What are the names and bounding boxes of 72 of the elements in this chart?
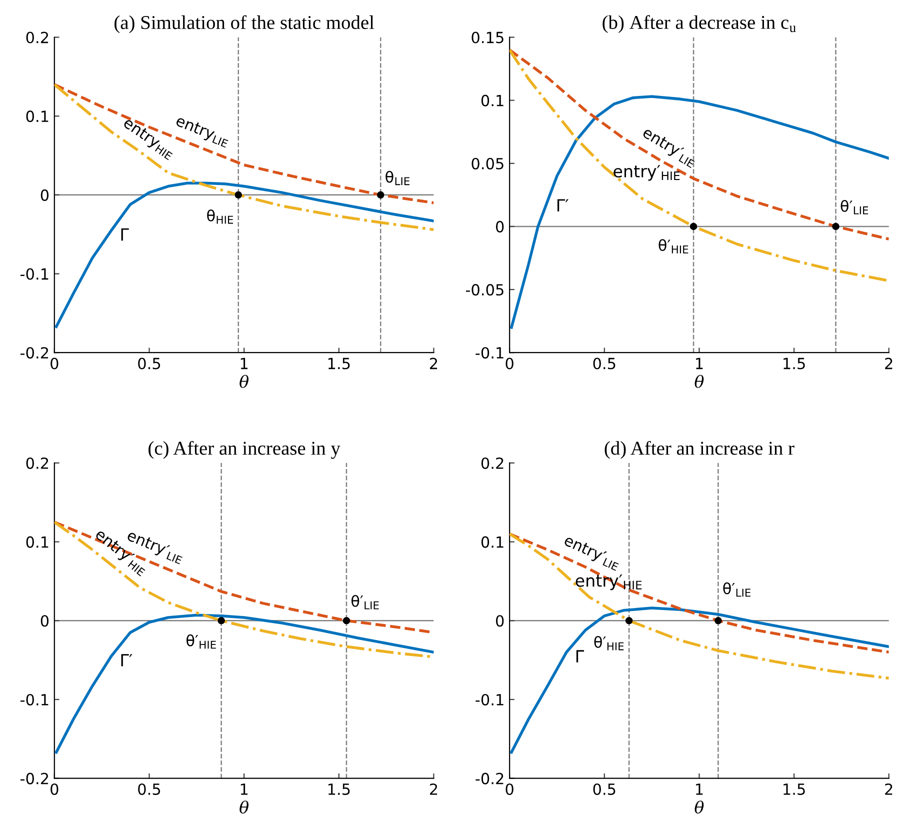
y-tick-label: 0.2 — [481, 457, 504, 469]
annotation: Γ — [576, 650, 584, 662]
annotation: entry′$_{LIE}$ — [562, 534, 622, 572]
y-tick-label: 0.1 — [26, 536, 48, 548]
y-tick-label: 0 — [40, 615, 49, 627]
line-series — [54, 83, 434, 204]
x-tick-label: 1.5 — [784, 358, 805, 370]
x-tick-label: 1.5 — [784, 784, 805, 796]
y-tick-label: 0.05 — [472, 158, 504, 170]
annotation: Γ′ — [121, 654, 132, 666]
x-tick-label: 2 — [885, 358, 892, 370]
x-tick-label: 0 — [50, 358, 58, 370]
line-series — [510, 48, 889, 240]
annotation: entry′$_{HIE}$ — [614, 165, 680, 181]
annotation: θ′$_{HIE}$ — [658, 239, 688, 254]
line-series — [510, 532, 889, 680]
annotation: Γ′ — [557, 199, 568, 212]
x-axis-title: θ — [240, 800, 248, 814]
x-tick-label: 2 — [430, 783, 438, 795]
y-tick-label: -0.1 — [20, 694, 48, 706]
line-series — [510, 606, 889, 754]
annotation: θ′$_{HIE}$ — [186, 634, 216, 649]
chart-title: (c) After an increase in y — [148, 440, 340, 459]
chart-title: (d) After an increase in r — [604, 440, 794, 459]
y-tick-label: 0.2 — [26, 457, 48, 469]
annotation: θ′$_{HIE}$ — [594, 636, 624, 650]
x-tick-label: 1 — [240, 784, 248, 795]
x-tick-label: 0.5 — [593, 783, 616, 796]
x-tick-label: 1 — [696, 784, 703, 795]
x-tick-label: 1 — [696, 358, 703, 370]
x-tick-label: 2 — [430, 358, 438, 370]
y-tick-label: 0.1 — [481, 94, 504, 106]
annotation: θ$_{LIE}$ — [386, 170, 410, 186]
y-tick-label: 0.1 — [481, 536, 504, 548]
x-tick-label: 0.5 — [593, 358, 616, 370]
chart-title: (b) After a decrease in c$_{u}$ — [602, 15, 796, 33]
x-tick-label: 1.5 — [328, 358, 350, 370]
y-tick-label: 0.1 — [26, 110, 48, 122]
annotation: entry$_{HIE}$ — [121, 116, 176, 161]
x-tick-label: 2 — [885, 783, 892, 795]
y-tick-label: 0.15 — [472, 32, 504, 44]
y-tick-label: -0.1 — [476, 347, 504, 359]
x-tick-label: 1 — [240, 358, 248, 370]
x-tick-label: 0 — [506, 358, 514, 370]
y-tick-label: -0.1 — [476, 694, 504, 706]
annotation: entry$_{LIE}$ — [174, 115, 230, 148]
annotation: θ$_{HIE}$ — [207, 209, 234, 224]
y-tick-label: 0 — [496, 615, 504, 627]
y-tick-label: -0.2 — [20, 772, 48, 784]
annotation: θ′$_{LIE}$ — [351, 594, 379, 610]
y-tick-label: 0 — [496, 220, 504, 232]
x-tick-label: 0 — [506, 783, 514, 796]
line-series — [510, 48, 889, 282]
y-tick-label: 0.2 — [26, 32, 48, 44]
x-tick-label: 0.5 — [138, 783, 160, 796]
x-tick-label: 0 — [50, 783, 58, 796]
y-tick-label: -0.1 — [20, 268, 48, 280]
y-tick-label: -0.05 — [466, 284, 504, 296]
x-axis-title: θ — [694, 374, 704, 388]
x-tick-label: 0.5 — [138, 358, 160, 370]
annotation: Γ — [121, 228, 129, 241]
line-series — [510, 95, 889, 329]
x-tick-label: 1.5 — [328, 784, 350, 796]
line-series — [54, 614, 434, 754]
y-tick-label: 0 — [40, 189, 49, 201]
y-tick-label: -0.2 — [20, 347, 48, 359]
x-axis-title: θ — [240, 374, 248, 388]
chart-title: (a) Simulation of the static model — [114, 15, 374, 34]
y-tick-label: -0.2 — [476, 772, 504, 784]
annotation: θ′$_{LIE}$ — [840, 200, 868, 214]
annotation: θ′$_{LIE}$ — [723, 582, 750, 597]
x-axis-title: θ — [694, 800, 704, 814]
